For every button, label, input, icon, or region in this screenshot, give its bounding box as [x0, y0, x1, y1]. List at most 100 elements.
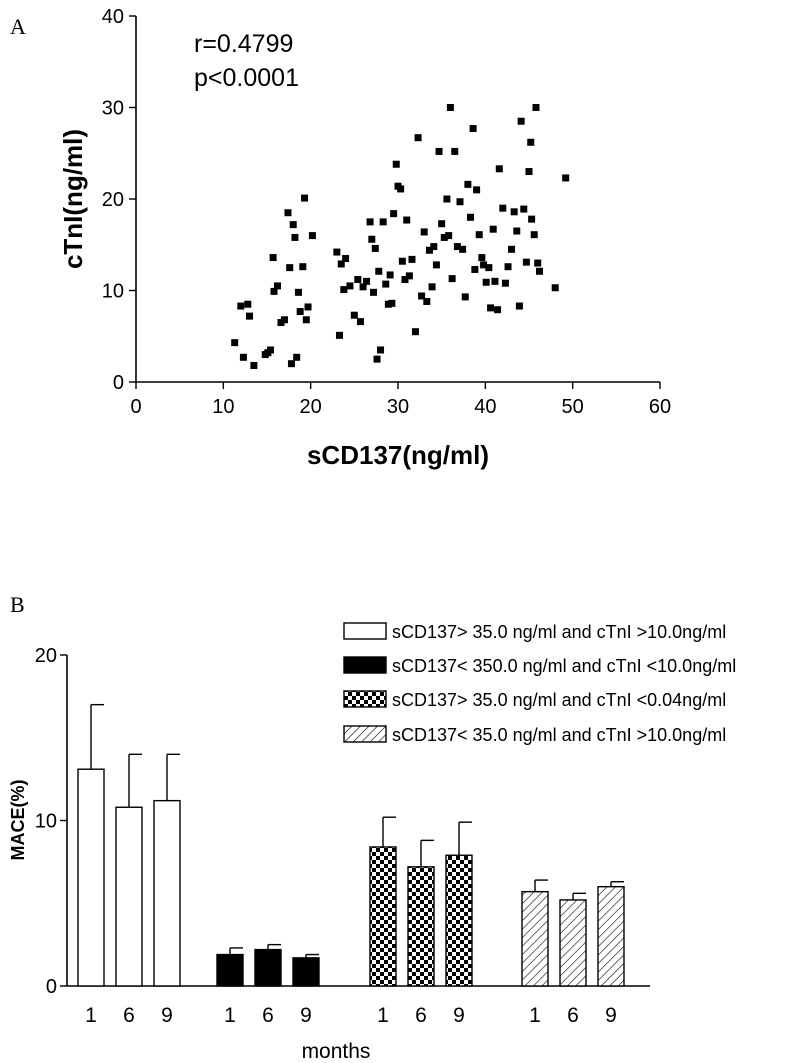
- scatter-point: [296, 308, 304, 316]
- scatter-point: [401, 276, 409, 284]
- legend-swatch: [343, 725, 387, 743]
- scatter-point: [293, 353, 301, 361]
- scatter-point: [482, 278, 490, 286]
- correlation-r: r=0.4799: [194, 30, 293, 58]
- scatter-x-tick-label: 40: [474, 396, 496, 418]
- scatter-point: [504, 263, 512, 271]
- scatter-point: [411, 328, 419, 336]
- scatter-point: [354, 276, 362, 284]
- scatter-point: [528, 215, 536, 223]
- scatter-point: [335, 331, 343, 339]
- scatter-point: [420, 228, 428, 236]
- scatter-point: [418, 292, 426, 300]
- scatter-point: [513, 227, 521, 235]
- scatter-point: [473, 186, 481, 194]
- scatter-point: [430, 243, 438, 251]
- bar-y-tick-label: 20: [35, 645, 57, 667]
- bar-category-label: 1: [85, 1004, 97, 1027]
- scatter-point: [491, 277, 499, 285]
- bar: [115, 806, 143, 987]
- scatter-point: [562, 174, 570, 182]
- scatter-point: [428, 283, 436, 291]
- legend-label: sCD137< 350.0 ng/ml and cTnI <10.0ng/ml: [392, 656, 736, 676]
- bar-plot: 0 10 20 1 6 9 1 6 9 1 6 9 1 6 9 MACE(%) months: [8, 645, 650, 1063]
- scatter-x-tick-label: 60: [649, 396, 671, 418]
- scatter-point: [382, 280, 390, 288]
- scatter-y-tick-label: 30: [102, 98, 124, 120]
- scatter-point: [517, 117, 525, 125]
- bar: [597, 886, 625, 987]
- scatter-point: [379, 218, 387, 226]
- bar-category-label: 6: [415, 1004, 427, 1027]
- bar-category-label: 6: [567, 1004, 579, 1027]
- scatter-point: [438, 220, 446, 228]
- bar-category-label: 9: [161, 1004, 173, 1027]
- bar: [77, 768, 105, 987]
- bar-category-label: 9: [300, 1004, 312, 1027]
- bar: [153, 799, 181, 987]
- scatter-point: [371, 244, 379, 252]
- scatter-point: [237, 302, 245, 310]
- scatter-y-label: cTnI(ng/ml): [58, 129, 88, 269]
- bar: [254, 948, 282, 987]
- scatter-point: [244, 300, 252, 308]
- bar: [292, 957, 320, 987]
- scatter-point: [423, 297, 431, 305]
- scatter-point: [522, 258, 530, 266]
- scatter-point: [435, 147, 443, 155]
- scatter-point: [366, 218, 374, 226]
- scatter-point: [480, 261, 488, 269]
- scatter-point: [273, 282, 281, 290]
- scatter-point: [340, 286, 348, 294]
- scatter-point: [510, 208, 518, 216]
- scatter-point: [489, 225, 497, 233]
- scatter-point: [392, 160, 400, 168]
- scatter-point: [414, 134, 422, 142]
- bar-y-tick-label: 0: [46, 976, 57, 998]
- scatter-point: [495, 165, 503, 173]
- scatter-x-tick-label: 30: [387, 396, 409, 418]
- scatter-point: [443, 195, 451, 203]
- legend: sCD137> 35.0 ng/ml and cTnI >10.0ng/ml sC…: [343, 622, 736, 745]
- scatter-point: [485, 264, 493, 272]
- bar: [559, 899, 587, 987]
- scatter-point: [356, 318, 364, 326]
- bar-category-label: 6: [262, 1004, 274, 1027]
- scatter-point: [302, 316, 310, 324]
- bar: [369, 846, 397, 987]
- scatter-point: [286, 264, 294, 272]
- scatter-point: [299, 263, 307, 271]
- scatter-point: [469, 125, 477, 133]
- scatter-point: [527, 138, 535, 146]
- bar-x-label: months: [302, 1040, 371, 1063]
- bar-category-label: 9: [453, 1004, 465, 1027]
- scatter-x-tick-label: 10: [212, 396, 234, 418]
- scatter-point: [440, 233, 448, 241]
- scatter-point: [448, 275, 456, 283]
- scatter-point: [405, 272, 413, 280]
- scatter-point: [289, 221, 297, 229]
- scatter-point: [464, 180, 472, 188]
- scatter-point: [373, 355, 381, 363]
- scatter-point: [359, 283, 367, 291]
- bar-y-label: MACE(%): [8, 780, 28, 861]
- legend-swatch: [343, 656, 387, 674]
- scatter-point: [337, 260, 345, 268]
- scatter-x-label: sCD137(ng/ml): [307, 440, 489, 470]
- scatter-point: [370, 288, 378, 296]
- scatter-point: [301, 194, 309, 202]
- bar: [521, 890, 549, 987]
- scatter-point: [425, 246, 433, 254]
- scatter-point: [475, 231, 483, 239]
- scatter-point: [534, 259, 542, 267]
- scatter-point: [508, 245, 516, 253]
- scatter-point: [284, 209, 292, 217]
- bar: [445, 854, 473, 987]
- scatter-point: [342, 254, 350, 262]
- scatter-point: [390, 210, 398, 218]
- bar-category-label: 1: [377, 1004, 389, 1027]
- scatter-point: [269, 254, 277, 262]
- scatter-x-tick-label: 50: [562, 396, 584, 418]
- scatter-point: [388, 299, 396, 307]
